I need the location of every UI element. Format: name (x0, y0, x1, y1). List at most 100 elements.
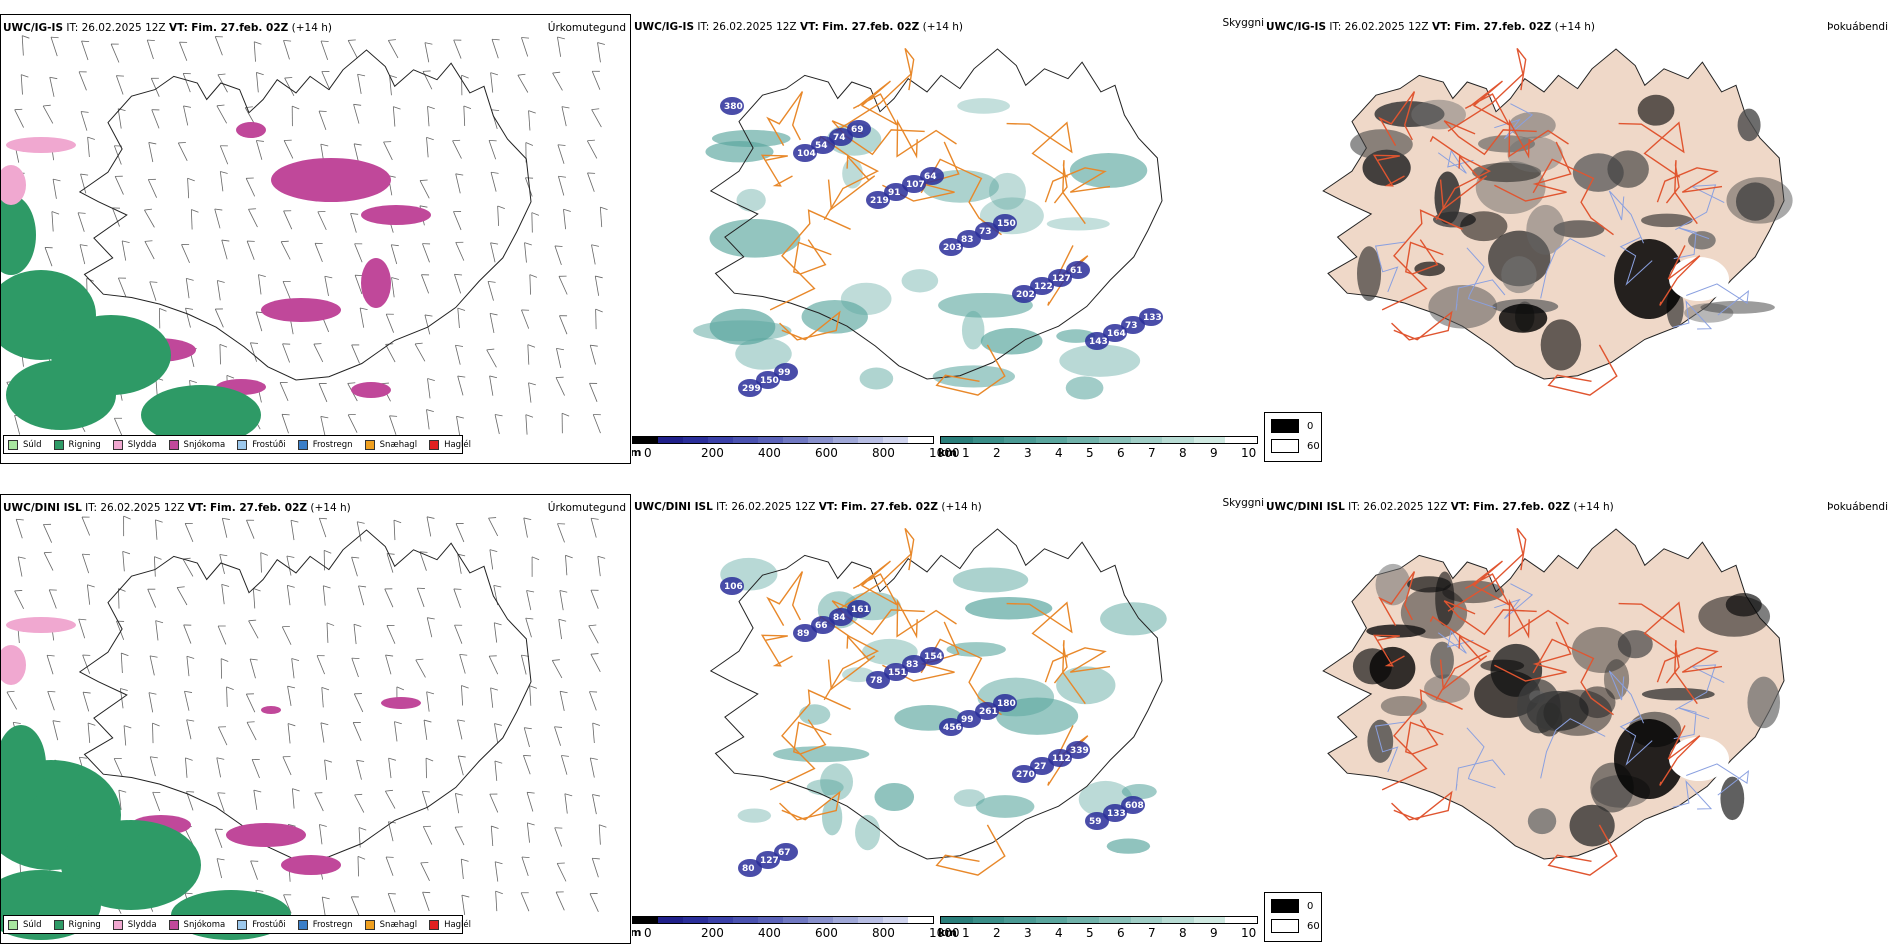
legend-label: Frostúði (252, 919, 286, 930)
fog-legend: 0 60 (1264, 412, 1322, 462)
visibility-label: 106 (724, 582, 743, 592)
colorbar-tick: 4 (1055, 446, 1063, 460)
colorbar-tick: 6 (1117, 446, 1125, 460)
visibility-label: 66 (815, 621, 828, 631)
colorbar-segment (1067, 437, 1099, 443)
colorbar-tick: 4 (1055, 926, 1063, 940)
fog-index-title: Þokuábendi (1827, 21, 1888, 33)
precip-panel-row1: UWC/IG-IS IT: 26.02.2025 12Z VT: Fim. 27… (0, 14, 631, 464)
colorbar-segment (633, 437, 658, 443)
colorbar-segment (858, 917, 883, 923)
legend-swatch (429, 919, 440, 930)
visibility-label: 161 (851, 605, 870, 615)
legend-label: Súld (23, 439, 42, 450)
legend-label: Frostúði (252, 439, 286, 450)
legend-item: Rigning (53, 919, 101, 930)
colorbar-segment (1035, 917, 1068, 923)
visibility-label: 150 (760, 376, 779, 386)
legend-item: Haglél (429, 439, 472, 450)
colorbar-tick: 200 (701, 926, 724, 940)
legend-label: Rigning (68, 919, 101, 930)
precip-type-title: Úrkomutegund (547, 22, 626, 34)
legend-swatch (53, 919, 64, 930)
visibility-label: 78 (870, 676, 883, 686)
colorbar-tick: 8 (1179, 926, 1187, 940)
visibility-label: 299 (742, 384, 761, 394)
colorbar-tick: 200 (701, 446, 724, 460)
visibility-label: 133 (1107, 809, 1126, 819)
visibility-label: 74 (833, 133, 846, 143)
legend-item: Frostúði (237, 439, 286, 450)
visibility-label: 104 (797, 149, 816, 159)
legend-swatch (364, 439, 375, 450)
colorbar-segment (683, 437, 708, 443)
visibility-map: 380 104 219 203 202 143 299 54 91 83 122 164 150 74 10… (693, 47, 1163, 400)
visibility-label: 91 (888, 188, 901, 198)
legend-item: Haglél (429, 919, 471, 930)
legend-item: Frostregn (297, 439, 353, 450)
legend-swatch (112, 439, 123, 450)
panel-title: UWC/DINI ISL IT: 26.02.2025 12Z VT: Fim.… (1266, 501, 1614, 513)
colorbar-tick: 2 (993, 446, 1001, 460)
legend-swatch (297, 919, 308, 930)
colorbar-tick: 0 (644, 926, 652, 940)
colorbar-segment (972, 917, 1005, 923)
colorbar-segment (833, 917, 858, 923)
precip-map (1, 515, 607, 940)
colorbar-unit: m (632, 446, 642, 459)
visibility-label: 69 (851, 125, 864, 135)
legend-item: Frostúði (237, 919, 286, 930)
colorbar-segment (808, 437, 833, 443)
colorbar-segment (708, 917, 733, 923)
visibility-label: 27 (1034, 762, 1047, 772)
visibility-label: 59 (1089, 817, 1102, 827)
visibility-label: 339 (1070, 746, 1089, 756)
colorbar-segment (1035, 437, 1068, 443)
legend-item: Súld (8, 439, 42, 450)
legend-swatch (237, 439, 248, 450)
legend-item: Frostregn (297, 919, 353, 930)
colorbar-segment (1193, 917, 1226, 923)
visibility-label: 122 (1034, 282, 1053, 292)
visibility-label: 133 (1143, 313, 1162, 323)
colorbar-segment (1004, 437, 1036, 443)
colorbar-segment (1162, 437, 1194, 443)
visibility-label: 202 (1016, 290, 1035, 300)
visibility-label: 61 (1070, 266, 1083, 276)
panel-title: UWC/IG-IS IT: 26.02.2025 12Z VT: Fim. 27… (1266, 21, 1595, 33)
colorbar-tick: 600 (815, 926, 838, 940)
visibility-label: 180 (997, 699, 1016, 709)
visibility-label: 154 (924, 652, 943, 662)
colorbar-segment (1193, 437, 1226, 443)
colorbar-segment (1162, 917, 1194, 923)
precip-legend: Súld Rigning Slydda Snjókoma Frostúði Frostre… (3, 915, 471, 934)
legend-label: Snjókoma (183, 919, 226, 930)
colorbar-segment (883, 917, 908, 923)
visibility-label: 89 (797, 629, 810, 639)
colorbar-unit: km (938, 446, 957, 459)
visibility-label: 456 (943, 723, 962, 733)
legend-item: Rigning (53, 439, 101, 450)
colorbar-segment (1130, 437, 1163, 443)
visibility-panel-row1: UWC/IG-IS IT: 26.02.2025 12Z VT: Fim. 27… (632, 14, 1264, 464)
colorbar-segment (858, 437, 883, 443)
legend-label: Haglél (444, 439, 472, 450)
precip-map (1, 35, 608, 445)
legend-label: Rigning (68, 439, 101, 450)
panel-title: UWC/IG-IS IT: 26.02.2025 12Z VT: Fim. 27… (3, 22, 332, 34)
colorbar-segment (783, 437, 808, 443)
colorbar-tick: 1000 (929, 446, 960, 460)
colorbar-tick: 10 (1241, 926, 1257, 940)
legend-item: Súld (8, 919, 42, 930)
elevation-colorbar: m 0 200 400 600 800 1000 (632, 916, 960, 940)
colorbar-segment (908, 917, 933, 923)
colorbar-segment (1004, 917, 1036, 923)
panel-title: UWC/IG-IS IT: 26.02.2025 12Z VT: Fim. 27… (634, 21, 963, 33)
precip-panel-row2: UWC/DINI ISL IT: 26.02.2025 12Z VT: Fim.… (0, 494, 631, 944)
colorbar-segment (733, 917, 758, 923)
colorbar-segment (1130, 917, 1163, 923)
visibility-label: 67 (778, 848, 791, 858)
colorbar-tick: 9 (1210, 926, 1218, 940)
colorbar-segment (1225, 437, 1257, 443)
visibility-label: 150 (997, 219, 1016, 229)
